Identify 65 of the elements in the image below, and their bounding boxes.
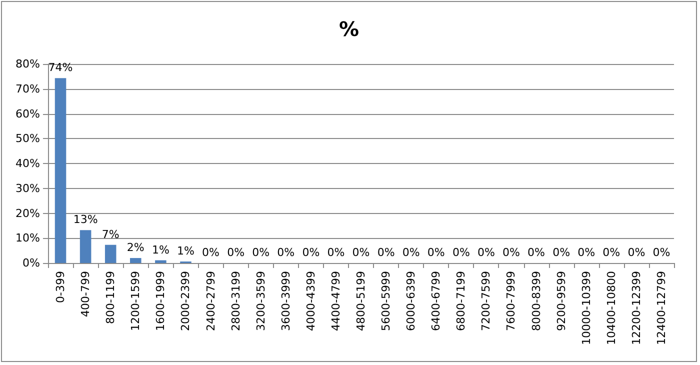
x-tick-label: 7600-7999 — [504, 271, 518, 331]
data-label: 0% — [227, 246, 245, 259]
data-label: 0% — [552, 246, 570, 259]
data-label: 0% — [452, 246, 470, 259]
x-tick-label: 5600-5999 — [380, 271, 393, 331]
x-tick-label: 2400-2799 — [204, 271, 218, 331]
y-tick-label: 50% — [16, 132, 40, 146]
y-tick-label: 40% — [16, 157, 40, 170]
data-label: 7% — [102, 228, 120, 241]
x-tick-label: 1600-1999 — [154, 271, 168, 331]
data-label: 0% — [352, 246, 370, 259]
data-label: 0% — [652, 246, 670, 259]
x-tick-label: 3600-3999 — [279, 271, 292, 331]
data-label: 0% — [628, 246, 646, 259]
data-label: 0% — [277, 246, 295, 259]
x-tick-label: 12200-12399 — [630, 271, 643, 345]
x-tick-label: 2000-2399 — [179, 271, 192, 331]
x-tick-label: 1200-1599 — [129, 271, 142, 331]
y-tick-label: 0% — [22, 256, 40, 270]
data-label: 2% — [126, 241, 144, 254]
y-tick-label: 30% — [16, 182, 40, 195]
bar — [155, 260, 166, 263]
data-label: 0% — [377, 246, 395, 259]
data-label: 1% — [176, 244, 194, 258]
bar — [80, 230, 92, 263]
data-label: 0% — [202, 246, 220, 259]
data-label: 0% — [252, 246, 270, 259]
data-label: 74% — [48, 61, 73, 74]
data-label: 0% — [528, 246, 546, 259]
data-label: 0% — [502, 246, 520, 259]
x-tick-label: 2800-3199 — [229, 271, 242, 331]
data-label: 0% — [327, 246, 345, 259]
data-label: 0% — [402, 246, 420, 259]
data-label: 0% — [602, 246, 620, 259]
data-label: 0% — [302, 246, 320, 259]
x-tick-label: 4800-5199 — [354, 271, 368, 331]
y-tick-label: 80% — [16, 58, 40, 70]
x-tick-label: 7200-7599 — [480, 271, 493, 331]
y-tick-label: 60% — [16, 107, 40, 120]
x-tick-label: 8000-8399 — [530, 271, 543, 331]
data-label: 0% — [427, 246, 445, 259]
data-label: 1% — [152, 243, 170, 256]
x-tick-label: 4000-4399 — [304, 271, 318, 331]
data-label: 0% — [578, 246, 596, 259]
x-tick-label: 3200-3599 — [254, 271, 268, 331]
x-tick-label: 12400-12799 — [654, 271, 668, 345]
data-label: 13% — [73, 213, 98, 226]
x-tick-label: 400-799 — [79, 271, 92, 317]
x-tick-label: 4400-4799 — [329, 271, 342, 331]
x-tick-label: 0-399 — [54, 271, 68, 303]
y-tick-label: 70% — [16, 82, 40, 96]
x-tick-label: 9200-9599 — [554, 271, 568, 331]
x-tick-label: 10000-10399 — [580, 271, 593, 345]
y-tick-label: 10% — [16, 232, 40, 245]
x-tick-label: 6000-6399 — [404, 271, 418, 331]
bar — [104, 244, 116, 263]
y-tick-label: 20% — [16, 206, 40, 220]
chart-title: % — [338, 17, 360, 41]
bar — [130, 258, 142, 263]
data-label: 0% — [477, 246, 495, 259]
x-tick-label: 800-1199 — [104, 271, 118, 324]
x-tick-label: 6800-7199 — [454, 271, 468, 331]
x-tick-label: 6400-6799 — [430, 271, 443, 331]
bar — [54, 78, 66, 263]
x-tick-label: 10400-10800 — [604, 271, 618, 345]
